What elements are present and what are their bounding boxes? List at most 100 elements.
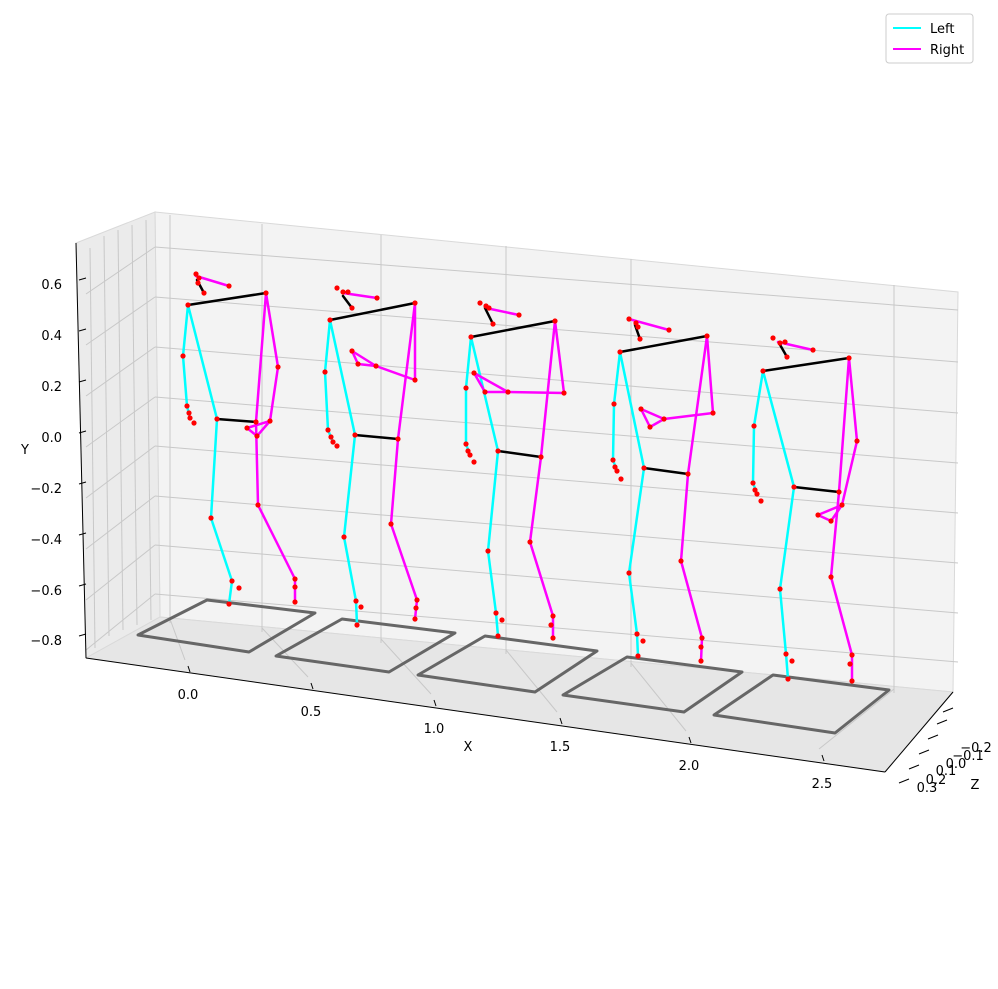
- joint-point: [267, 418, 273, 424]
- left-bone: [761, 369, 796, 489]
- joint-point: [637, 336, 643, 342]
- joint-point: [752, 487, 758, 493]
- y-tick-mark: [78, 328, 87, 332]
- joint-point: [635, 653, 641, 659]
- center-bone: [642, 466, 690, 476]
- grid-line-z: [103, 235, 110, 637]
- left-bone: [778, 587, 788, 656]
- joint-point: [255, 502, 261, 508]
- joint-point: [325, 427, 331, 433]
- joint-point: [236, 585, 242, 591]
- joint-point: [195, 280, 201, 286]
- x-tick-mark: [559, 717, 563, 725]
- z-tick-label: 0.3: [917, 781, 938, 796]
- grid-line-floor: [169, 618, 186, 661]
- joint-point: [611, 401, 617, 407]
- right-bone: [264, 291, 280, 369]
- left-pane: [75, 211, 161, 659]
- joint-point: [328, 434, 334, 440]
- joint-point: [618, 476, 624, 482]
- right-bone: [254, 291, 268, 424]
- x-tick-label: 1.5: [550, 740, 571, 755]
- center-bone: [353, 433, 400, 441]
- x-axis-label: X: [464, 740, 473, 755]
- right-bone: [840, 439, 859, 507]
- joint-point: [782, 339, 788, 345]
- right-bone: [356, 362, 378, 368]
- right-bone: [648, 417, 666, 429]
- joint-point: [493, 610, 499, 616]
- left-bone: [323, 318, 332, 374]
- joint-point: [785, 676, 791, 682]
- joint-point: [661, 416, 667, 422]
- left-bone: [751, 424, 756, 485]
- joint-point: [815, 512, 821, 518]
- y-tick-label: −0.6: [30, 584, 62, 599]
- x-tick-mark: [688, 736, 692, 744]
- left-bone: [486, 449, 500, 553]
- floor-square: [561, 655, 744, 714]
- joint-point: [846, 355, 852, 361]
- joint-point: [292, 599, 298, 605]
- center-bone: [328, 301, 417, 322]
- joint-point: [395, 436, 401, 442]
- left-bone: [611, 402, 616, 462]
- joint-point: [468, 334, 474, 340]
- joint-point: [641, 465, 647, 471]
- grid-line-y: [85, 593, 156, 651]
- joint-point: [635, 324, 641, 330]
- joint-point: [810, 347, 816, 353]
- skeleton-frame-4: [561, 316, 744, 714]
- z-axis-label: Z: [971, 778, 980, 793]
- z-tick-label: 0.0: [946, 757, 967, 772]
- joint-point: [226, 283, 232, 289]
- joint-point: [685, 471, 691, 477]
- skeleton-frame-3: [416, 300, 599, 694]
- joint-point: [698, 644, 704, 650]
- joint-point: [226, 601, 232, 607]
- joint-point: [647, 424, 653, 430]
- grid-line-z: [131, 224, 138, 626]
- joint-point: [626, 316, 632, 322]
- joint-point: [784, 354, 790, 360]
- x-tick-label: 2.0: [679, 759, 700, 774]
- joint-point: [754, 491, 760, 497]
- y-axis-line: [75, 242, 87, 659]
- joint-point: [495, 633, 501, 639]
- joint-point: [263, 290, 269, 296]
- left-bone: [342, 433, 357, 539]
- joint-point: [561, 390, 567, 396]
- left-bone: [778, 485, 796, 591]
- joint-point: [828, 518, 834, 524]
- grid-line-y: [154, 396, 959, 464]
- joint-point: [412, 300, 418, 306]
- grid-line-floor: [380, 638, 432, 695]
- joint-point: [185, 302, 191, 308]
- skeleton-frame-2: [274, 285, 457, 674]
- y-tick-mark: [78, 379, 87, 383]
- joint-point: [193, 271, 199, 277]
- x-tick-mark: [187, 665, 191, 673]
- grid-line-y: [154, 246, 959, 311]
- right-bone: [639, 407, 666, 421]
- joint-point: [638, 406, 644, 412]
- y-tick-label: −0.4: [30, 533, 62, 548]
- z-tick-label: −0.1: [952, 749, 984, 764]
- left-bone: [354, 599, 359, 627]
- joint-point: [358, 604, 364, 610]
- joint-point: [486, 305, 492, 311]
- legend-right-label: Right: [930, 43, 964, 58]
- right-bone: [268, 365, 280, 423]
- axis-ticks: 0.60.40.20.0−0.2−0.4−0.6−0.80.00.51.01.5…: [30, 277, 992, 796]
- y-tick-label: 0.0: [41, 431, 62, 446]
- x-axis-line: [85, 657, 886, 773]
- joint-point: [710, 410, 716, 416]
- y-tick-mark: [78, 481, 87, 485]
- joint-point: [352, 432, 358, 438]
- grid-line-y: [154, 544, 959, 614]
- joint-point: [340, 289, 346, 295]
- right-bone: [350, 349, 378, 368]
- z-tick-mark: [927, 734, 939, 740]
- center-bone: [496, 449, 543, 459]
- joint-point: [184, 403, 190, 409]
